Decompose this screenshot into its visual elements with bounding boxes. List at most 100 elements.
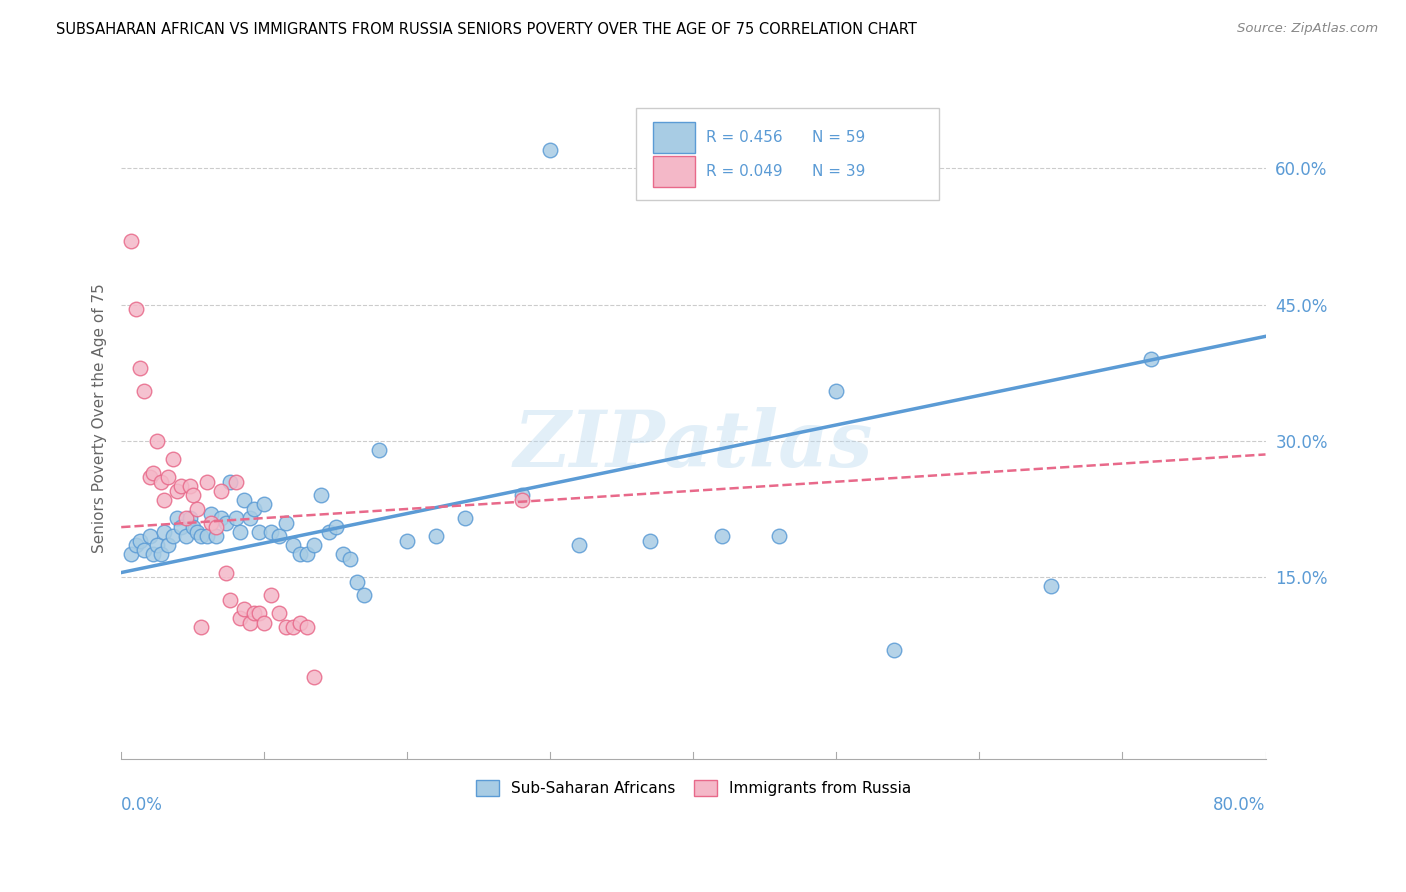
Point — [538, 143, 561, 157]
Point — [209, 483, 232, 498]
Point — [153, 524, 176, 539]
Point — [247, 607, 270, 621]
FancyBboxPatch shape — [636, 108, 939, 200]
Point — [124, 302, 146, 317]
Point — [267, 607, 290, 621]
Point — [229, 611, 252, 625]
Point — [288, 615, 311, 630]
Point — [181, 520, 204, 534]
Point — [510, 488, 533, 502]
Point — [239, 511, 262, 525]
Point — [209, 511, 232, 525]
Point — [153, 492, 176, 507]
Point — [568, 538, 591, 552]
Point — [162, 452, 184, 467]
Point — [186, 502, 208, 516]
Point — [170, 479, 193, 493]
Point — [124, 538, 146, 552]
Point — [253, 497, 276, 511]
Point — [883, 642, 905, 657]
Point — [195, 529, 218, 543]
Point — [367, 442, 389, 457]
Point — [204, 520, 226, 534]
Text: R = 0.456: R = 0.456 — [706, 130, 783, 145]
Point — [139, 470, 162, 484]
Point — [346, 574, 368, 589]
Point — [710, 529, 733, 543]
Point — [166, 511, 188, 525]
Point — [200, 507, 222, 521]
Text: N = 39: N = 39 — [813, 164, 866, 179]
Point — [128, 533, 150, 548]
Point — [768, 529, 790, 543]
Point — [233, 492, 256, 507]
FancyBboxPatch shape — [654, 156, 695, 187]
Point — [274, 516, 297, 530]
Point — [353, 588, 375, 602]
Point — [157, 470, 180, 484]
Point — [304, 670, 326, 684]
Point — [146, 434, 169, 448]
Point — [128, 361, 150, 376]
Point — [233, 602, 256, 616]
Point — [200, 516, 222, 530]
Point — [142, 548, 165, 562]
Point — [139, 529, 162, 543]
Point — [295, 620, 318, 634]
Point — [214, 516, 236, 530]
Point — [318, 524, 340, 539]
Point — [150, 548, 173, 562]
Point — [243, 502, 266, 516]
Text: 80.0%: 80.0% — [1213, 797, 1265, 814]
Point — [225, 475, 247, 489]
Point — [190, 620, 212, 634]
Text: R = 0.049: R = 0.049 — [706, 164, 783, 179]
Point — [120, 548, 142, 562]
Point — [332, 548, 354, 562]
Point — [311, 488, 333, 502]
FancyBboxPatch shape — [654, 121, 695, 153]
Point — [425, 529, 447, 543]
Point — [229, 524, 252, 539]
Point — [219, 475, 242, 489]
Point — [253, 615, 276, 630]
Point — [825, 384, 848, 398]
Point — [195, 475, 218, 489]
Point — [260, 524, 283, 539]
Point — [204, 529, 226, 543]
Point — [186, 524, 208, 539]
Point — [142, 466, 165, 480]
Point — [453, 511, 475, 525]
Point — [170, 520, 193, 534]
Point — [295, 548, 318, 562]
Point — [304, 538, 326, 552]
Point — [174, 529, 197, 543]
Y-axis label: Seniors Poverty Over the Age of 75: Seniors Poverty Over the Age of 75 — [93, 284, 107, 553]
Point — [510, 492, 533, 507]
Text: ZIPatlas: ZIPatlas — [513, 407, 873, 483]
Point — [640, 533, 662, 548]
Point — [181, 488, 204, 502]
Point — [339, 552, 361, 566]
Point — [174, 511, 197, 525]
Point — [281, 620, 304, 634]
Point — [179, 511, 201, 525]
Point — [120, 234, 142, 248]
Point — [146, 538, 169, 552]
Point — [150, 475, 173, 489]
Point — [1039, 579, 1062, 593]
Point — [214, 566, 236, 580]
Point — [267, 529, 290, 543]
Point — [132, 384, 155, 398]
Point — [1140, 352, 1163, 367]
Point — [225, 511, 247, 525]
Text: 0.0%: 0.0% — [121, 797, 163, 814]
Point — [396, 533, 419, 548]
Point — [166, 483, 188, 498]
Legend: Sub-Saharan Africans, Immigrants from Russia: Sub-Saharan Africans, Immigrants from Ru… — [470, 774, 917, 802]
Point — [243, 607, 266, 621]
Text: Source: ZipAtlas.com: Source: ZipAtlas.com — [1237, 22, 1378, 36]
Point — [239, 615, 262, 630]
Point — [157, 538, 180, 552]
Point — [274, 620, 297, 634]
